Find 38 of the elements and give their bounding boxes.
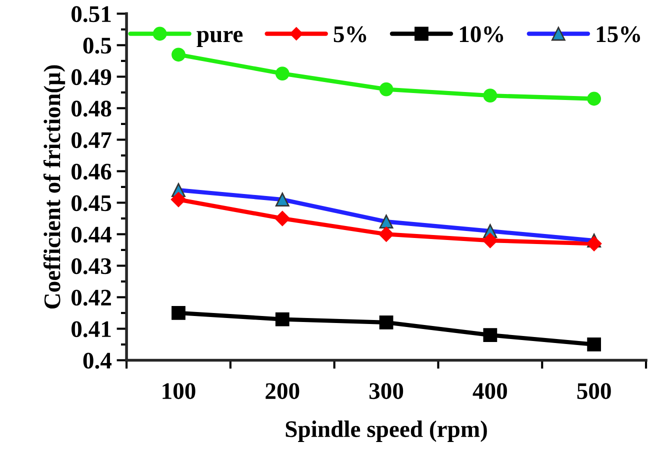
point bbox=[379, 82, 394, 96]
point bbox=[483, 88, 498, 103]
point bbox=[483, 328, 498, 342]
x-tick-label: 200 bbox=[266, 383, 300, 400]
y-tick-label: 0.41 bbox=[72, 321, 111, 338]
y-tick-label: 0.45 bbox=[72, 195, 112, 212]
point bbox=[379, 315, 394, 330]
y-tick-label: 0.47 bbox=[72, 132, 112, 148]
point bbox=[172, 306, 186, 320]
y-tick-label: 0.5 bbox=[83, 38, 112, 54]
legend-label: 5% bbox=[334, 26, 366, 42]
point bbox=[274, 210, 290, 226]
y-tick-label: 0.43 bbox=[72, 258, 112, 274]
point bbox=[275, 66, 290, 80]
y-tick-label: 0.51 bbox=[72, 6, 111, 22]
x-tick-label: 400 bbox=[472, 383, 507, 400]
x-axis-title: Spindle speed (rpm) bbox=[286, 420, 487, 442]
point bbox=[172, 48, 186, 62]
point bbox=[275, 312, 290, 326]
x-tick-label: 500 bbox=[577, 383, 611, 400]
x-tick-label: 100 bbox=[162, 383, 196, 400]
y-axis-title: Coefficient of friction(μ) bbox=[43, 65, 66, 309]
point bbox=[586, 236, 602, 252]
legend-label: 15% bbox=[596, 26, 640, 42]
legend-label: 10% bbox=[460, 26, 504, 42]
y-tick-label: 0.44 bbox=[72, 226, 112, 243]
legend-label: pure bbox=[196, 30, 243, 48]
y-tick-label: 0.46 bbox=[72, 164, 112, 180]
point bbox=[170, 192, 186, 208]
y-tick-label: 0.4 bbox=[83, 352, 112, 369]
point bbox=[587, 338, 602, 352]
point bbox=[482, 232, 498, 248]
x-tick-label: 300 bbox=[369, 383, 404, 400]
y-tick-label: 0.48 bbox=[72, 100, 112, 117]
point bbox=[378, 226, 394, 242]
point bbox=[587, 92, 602, 106]
y-tick-label: 0.49 bbox=[72, 69, 112, 86]
y-tick-label: 0.42 bbox=[72, 290, 111, 306]
